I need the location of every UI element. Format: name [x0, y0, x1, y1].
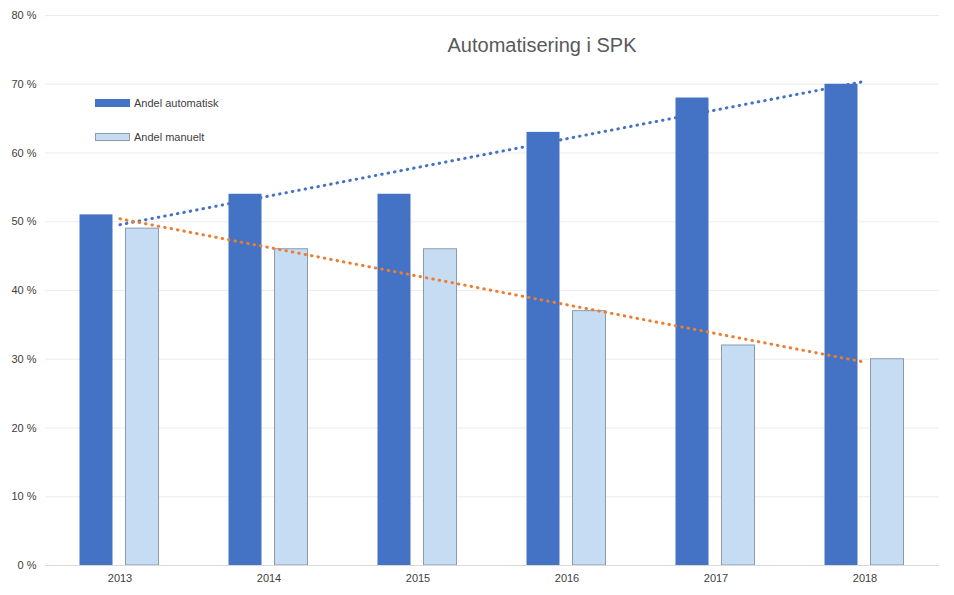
- svg-text:10 %: 10 %: [11, 490, 36, 502]
- svg-text:0 %: 0 %: [18, 559, 37, 571]
- svg-text:40 %: 40 %: [11, 284, 36, 296]
- html-text:Automatisering i SPK: Automatisering i SPK: [447, 34, 637, 56]
- svg-text:2014: 2014: [257, 572, 281, 584]
- svg-text:2017: 2017: [704, 572, 728, 584]
- svg-text:30 %: 30 %: [11, 353, 36, 365]
- svg-text:80 %: 80 %: [11, 9, 36, 21]
- svg-text:70 %: 70 %: [11, 78, 36, 90]
- svg-text:20 %: 20 %: [11, 422, 36, 434]
- svg-text:2013: 2013: [108, 572, 132, 584]
- svg-text:2016: 2016: [555, 572, 579, 584]
- svg-text:2018: 2018: [853, 572, 877, 584]
- html-text:Andel automatisk: Andel automatisk: [134, 97, 219, 109]
- svg-text:50 %: 50 %: [11, 215, 36, 227]
- svg-text:60 %: 60 %: [11, 147, 36, 159]
- html-text:Andel manuelt: Andel manuelt: [134, 131, 205, 143]
- svg-text:2015: 2015: [406, 572, 430, 584]
